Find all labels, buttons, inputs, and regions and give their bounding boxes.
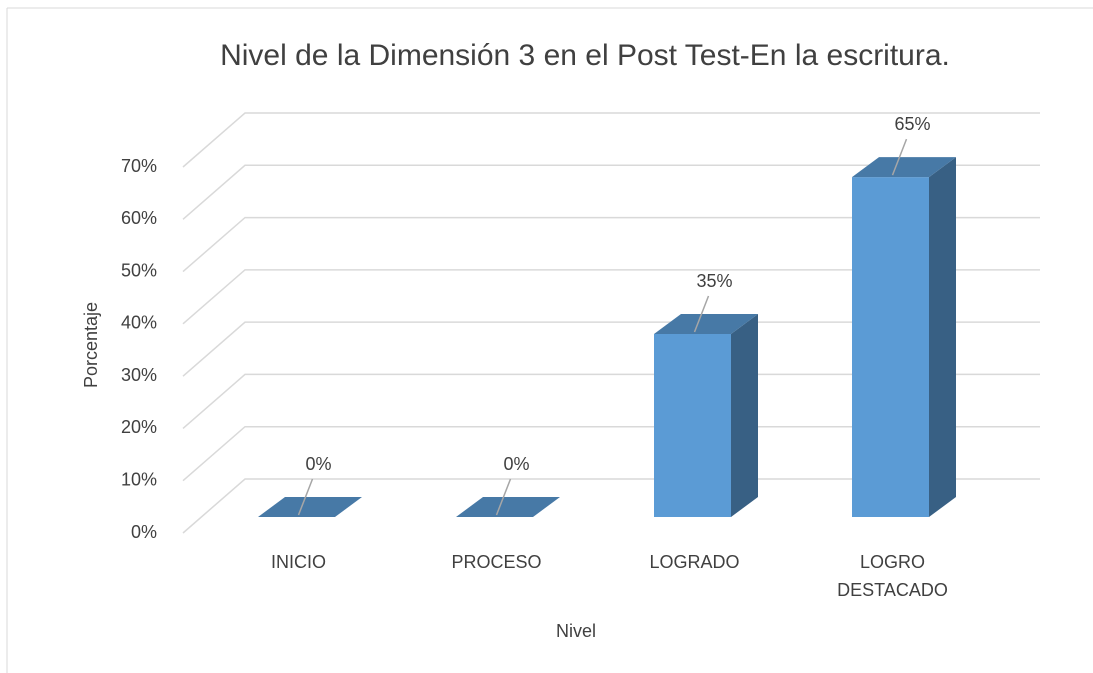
bar-top <box>456 497 560 517</box>
grid-line <box>182 164 1040 220</box>
y-tick-label: 20% <box>121 417 157 437</box>
data-label: 65% <box>894 114 930 134</box>
grid-line <box>182 425 1040 482</box>
x-tick-label: LOGRO DESTACADO <box>837 552 948 600</box>
bar-side <box>929 157 956 517</box>
bar <box>852 157 956 517</box>
leader-line <box>495 478 512 516</box>
y-tick-label: 60% <box>121 208 157 228</box>
y-tick-label: 30% <box>121 365 157 385</box>
bar-front <box>654 334 731 517</box>
grid-line <box>182 216 1040 273</box>
y-tick-label: 70% <box>121 156 157 176</box>
leader-line <box>693 295 710 333</box>
grid-line <box>182 478 1040 534</box>
x-axis-label: Nivel <box>556 621 596 641</box>
leader-line <box>297 478 314 516</box>
x-tick-label: PROCESO <box>451 552 542 572</box>
bar-top <box>852 157 956 178</box>
y-tick-label: 50% <box>121 260 157 280</box>
x-tick-label: INICIO <box>270 552 326 572</box>
data-label: 0% <box>503 454 529 474</box>
y-tick-label: 40% <box>121 313 157 333</box>
y-tick-label: 10% <box>121 469 157 489</box>
bar <box>456 497 560 517</box>
y-tick-label: 0% <box>131 522 157 542</box>
grid-line <box>182 112 1040 168</box>
leader-line <box>891 138 908 176</box>
bar <box>258 497 362 517</box>
data-label: 35% <box>696 271 732 291</box>
grid-line <box>182 321 1040 377</box>
data-label: 0% <box>305 454 331 474</box>
chart-title: Nivel de la Dimensión 3 en el Post Test-… <box>220 39 950 72</box>
bar-top <box>654 314 758 334</box>
bar <box>654 314 758 517</box>
grid-line <box>182 269 1040 325</box>
bar-side <box>731 314 758 517</box>
grid-line <box>182 373 1040 429</box>
x-tick-label: LOGRADO <box>649 552 740 572</box>
bar-top <box>258 497 362 517</box>
y-axis-label: Porcentaje <box>81 302 101 388</box>
bar-front <box>852 177 929 517</box>
